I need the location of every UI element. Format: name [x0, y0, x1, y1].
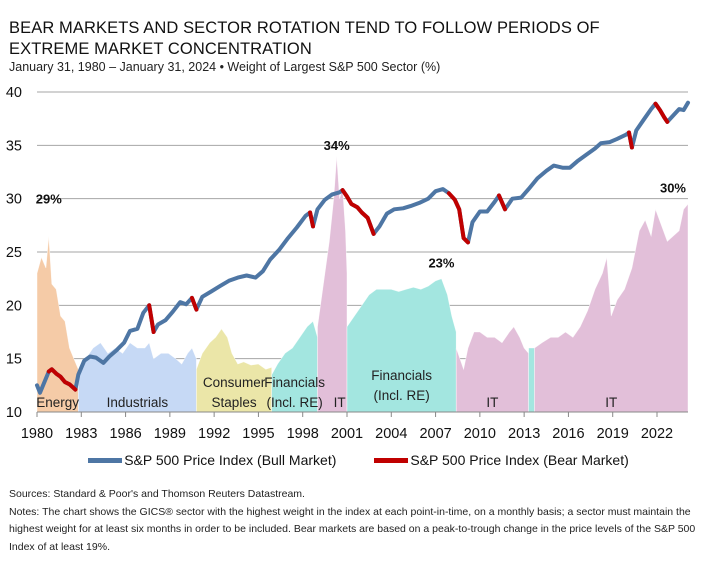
sector-area-it — [534, 203, 689, 413]
x-tick-label: 1989 — [154, 426, 186, 442]
sector-label: Financials — [371, 368, 432, 383]
sector-label: (Incl. RE) — [373, 388, 429, 403]
x-tick-label: 2019 — [597, 426, 629, 442]
legend-item-bear: S&P 500 Price Index (Bear Market) — [374, 452, 629, 468]
sector-label: Energy — [36, 395, 79, 410]
legend-label-bear: S&P 500 Price Index (Bear Market) — [410, 452, 629, 468]
x-tick-label: 2001 — [331, 426, 363, 442]
sector-area-financials-incl-re- — [528, 347, 535, 413]
legend-item-bull: S&P 500 Price Index (Bull Market) — [88, 452, 336, 468]
x-tick-label: 2022 — [641, 426, 673, 442]
title-line-2: EXTREME MARKET CONCENTRATION — [9, 40, 312, 58]
peak-label: 30% — [660, 181, 686, 196]
sector-label: IT — [486, 395, 498, 410]
legend-swatch-bull — [88, 457, 123, 463]
x-tick-label: 2013 — [508, 426, 540, 442]
sector-area-consumer-staples — [196, 328, 273, 413]
peak-label: 34% — [324, 138, 350, 153]
peak-labels: 29% 34% 23% 30% — [36, 138, 687, 270]
chart-title: BEAR MARKETS AND SECTOR ROTATION TEND TO… — [9, 18, 600, 60]
chart-subtitle: January 31, 1980 – January 31, 2024 • We… — [9, 60, 441, 74]
sector-area-it — [317, 155, 348, 413]
bear-market-line — [190, 295, 199, 312]
sources-note: Sources: Standard & Poor's and Thomson R… — [9, 488, 305, 500]
sector-label: IT — [605, 395, 617, 410]
bear-market-line — [497, 193, 507, 212]
bear-market-line — [308, 210, 315, 229]
y-tick-label: 10 — [6, 405, 22, 421]
legend-swatch-bear — [374, 457, 409, 463]
x-tick-label: 2016 — [552, 426, 584, 442]
bear-market-line — [147, 303, 156, 334]
y-tick-label: 20 — [6, 298, 22, 314]
title-line-1: BEAR MARKETS AND SECTOR ROTATION TEND TO… — [9, 19, 600, 37]
sector-areas — [36, 155, 689, 413]
legend: S&P 500 Price Index (Bull Market) S&P 50… — [0, 452, 717, 468]
peak-label: 23% — [428, 255, 454, 270]
bear-market-line — [627, 130, 634, 150]
sector-labels: Energy Industrials Consumer Staples Financia… — [36, 368, 617, 410]
y-tick-label: 15 — [6, 352, 22, 368]
x-tick-label: 2010 — [464, 426, 496, 442]
x-tick-label: 1980 — [21, 426, 53, 442]
chart-svg: 10 15 20 25 30 35 40 1980 1983 1986 1989 1992 1995 19… — [6, 85, 690, 442]
x-tick-label: 1983 — [65, 426, 97, 442]
bear-market-line — [46, 367, 78, 392]
y-tick-label: 40 — [6, 85, 22, 101]
legend-label-bull: S&P 500 Price Index (Bull Market) — [124, 452, 337, 468]
sector-label: Staples — [212, 395, 257, 410]
sector-area-financials-incl-re- — [346, 278, 457, 413]
x-tick-label: 1995 — [242, 426, 274, 442]
y-tick-label: 35 — [6, 138, 22, 154]
sector-area-energy — [36, 235, 79, 413]
price-index-lines — [35, 100, 690, 395]
x-tick-label: 1992 — [198, 426, 230, 442]
bear-market-line — [340, 188, 376, 236]
sector-label: Financials — [264, 375, 325, 390]
footnotes: Sources: Standard & Poor's and Thomson R… — [9, 486, 709, 556]
x-tick-label: 1998 — [287, 426, 319, 442]
sector-label: Consumer — [203, 375, 266, 390]
x-tick-label: 2007 — [419, 426, 451, 442]
sector-label: (Incl. RE) — [266, 395, 322, 410]
x-tick-label: 1986 — [109, 426, 141, 442]
x-tick-label: 2004 — [375, 426, 407, 442]
bear-market-line — [446, 191, 470, 245]
sector-label: IT — [334, 395, 346, 410]
peak-label: 29% — [36, 191, 62, 206]
axes: 10 15 20 25 30 35 40 1980 1983 1986 1989 1992 1995 19… — [6, 85, 688, 442]
bear-market-line — [653, 101, 670, 124]
y-tick-label: 25 — [6, 245, 22, 261]
sector-label: Industrials — [107, 395, 169, 410]
y-tick-label: 30 — [6, 192, 22, 208]
sector-area-it — [455, 326, 529, 413]
methodology-note: Notes: The chart shows the GICS® sector … — [9, 505, 696, 553]
